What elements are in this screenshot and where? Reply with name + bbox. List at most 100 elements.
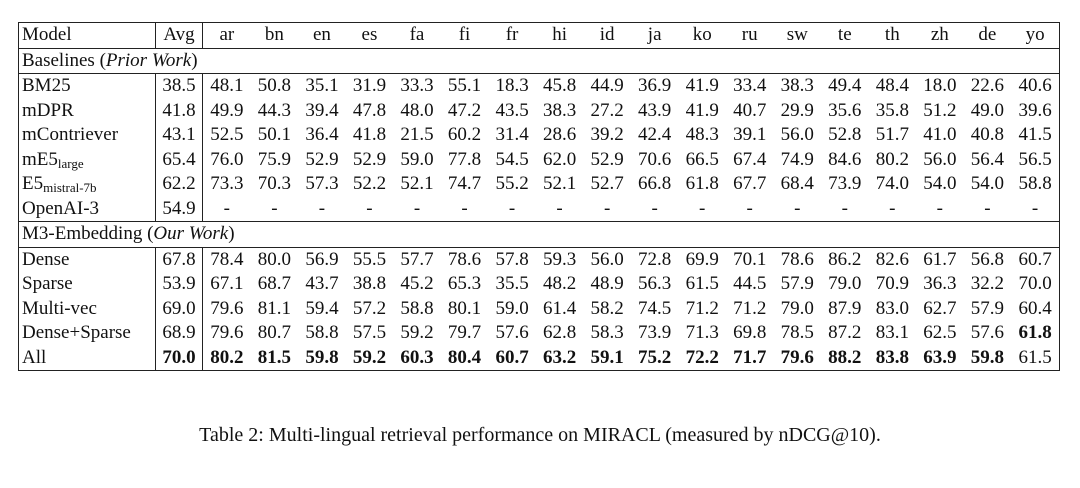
score: 58.8 bbox=[305, 322, 339, 344]
score-cell: 41.9 bbox=[678, 74, 726, 99]
score-cell: 63.9 bbox=[916, 346, 964, 371]
score: 41.8 bbox=[162, 99, 196, 121]
score-cell: 50.8 bbox=[251, 74, 299, 99]
score: 41.0 bbox=[923, 124, 957, 146]
score: 50.1 bbox=[257, 124, 292, 146]
score-cell: 74.5 bbox=[631, 297, 679, 322]
score-cell: 60.4 bbox=[1011, 297, 1059, 322]
model-cell: Sparse bbox=[18, 272, 156, 297]
header-cell: fa bbox=[393, 22, 441, 49]
score-cell: 56.8 bbox=[964, 247, 1012, 272]
score-cell: 45.2 bbox=[393, 272, 441, 297]
score-cell: 69.9 bbox=[678, 247, 726, 272]
score-cell: 58.2 bbox=[583, 297, 631, 322]
score-cell: 74.9 bbox=[773, 148, 821, 173]
score: 81.1 bbox=[257, 297, 292, 319]
score: 74.9 bbox=[780, 148, 814, 170]
score-cell: 80.2 bbox=[203, 346, 251, 371]
score-cell: 71.3 bbox=[678, 321, 726, 346]
score-cell: 47.8 bbox=[346, 99, 394, 124]
score: - bbox=[556, 197, 563, 219]
score-cell: 70.0 bbox=[1011, 272, 1059, 297]
header-cell: ja bbox=[630, 22, 679, 49]
score-cell: 80.0 bbox=[251, 247, 299, 272]
header-cell: ru bbox=[725, 22, 774, 49]
header-cell: fr bbox=[488, 22, 536, 49]
score-cell: 66.5 bbox=[678, 148, 726, 173]
score-cell: 35.6 bbox=[821, 99, 869, 124]
score-cell: 59.0 bbox=[393, 148, 441, 173]
score-cell: 87.2 bbox=[821, 321, 869, 346]
score: 58.2 bbox=[590, 297, 624, 319]
score: 68.4 bbox=[780, 173, 814, 195]
score-cell: 56.9 bbox=[298, 247, 346, 272]
section-row: M3-Embedding (Our Work) bbox=[18, 221, 1060, 248]
score-cell: 79.6 bbox=[203, 321, 251, 346]
score-cell: 49.9 bbox=[203, 99, 251, 124]
score-cell: 80.4 bbox=[441, 346, 489, 371]
score: 65.4 bbox=[162, 148, 196, 170]
score: 56.4 bbox=[970, 148, 1004, 170]
score: 33.4 bbox=[733, 75, 767, 97]
score: 60.4 bbox=[1018, 297, 1052, 319]
section-title: M3-Embedding (Our Work) bbox=[18, 221, 1060, 248]
section-title-part: Baselines ( bbox=[22, 49, 106, 71]
model-name: E5 bbox=[22, 173, 44, 195]
section-title-part: M3-Embedding ( bbox=[22, 223, 154, 245]
score: - bbox=[651, 197, 658, 219]
score: 59.4 bbox=[305, 297, 339, 319]
score: 87.2 bbox=[828, 322, 862, 344]
score-cell: 42.4 bbox=[631, 123, 679, 148]
score-cell: 22.6 bbox=[964, 74, 1012, 99]
score-cell: 44.3 bbox=[251, 99, 299, 124]
score-cell: 58.8 bbox=[298, 321, 346, 346]
data-row: Dense 67.8 78.4 80.0 56.9 55.5 57.7 78.6 57.8 59.… bbox=[18, 247, 1060, 272]
score-cell: 84.6 bbox=[821, 148, 869, 173]
score: 62.7 bbox=[923, 297, 957, 319]
score: - bbox=[318, 197, 326, 219]
score: 41.8 bbox=[352, 124, 387, 146]
score-cell: 80.1 bbox=[441, 297, 489, 322]
model-name: Dense+Sparse bbox=[22, 322, 131, 344]
score: 52.7 bbox=[590, 173, 624, 195]
score: 57.3 bbox=[305, 173, 339, 195]
score: 58.3 bbox=[590, 322, 624, 344]
score: 78.6 bbox=[780, 248, 814, 270]
best-score: 79.6 bbox=[780, 346, 814, 368]
score: - bbox=[223, 197, 230, 219]
score: 31.9 bbox=[352, 75, 387, 97]
score-cell: 45.8 bbox=[536, 74, 584, 99]
score: 56.0 bbox=[590, 248, 624, 270]
score-cell: 76.0 bbox=[203, 148, 251, 173]
score: 57.2 bbox=[352, 297, 387, 319]
score: 61.8 bbox=[685, 173, 719, 195]
score: 27.2 bbox=[590, 99, 624, 121]
score: - bbox=[936, 197, 943, 219]
best-score: 72.2 bbox=[685, 346, 719, 368]
score-cell: 31.4 bbox=[488, 123, 536, 148]
section-row: Baselines (Prior Work) bbox=[18, 48, 1060, 74]
score-cell: 49.4 bbox=[821, 74, 869, 99]
score: 40.8 bbox=[970, 124, 1004, 146]
header-cell: Model bbox=[18, 22, 156, 49]
score-cell: 68.7 bbox=[251, 272, 299, 297]
score: 71.3 bbox=[685, 322, 719, 344]
model-name: Dense bbox=[22, 248, 70, 270]
score: 48.1 bbox=[210, 75, 244, 97]
data-row: mDPR 41.8 49.9 44.3 39.4 47.8 48.0 47.2 43.5 38.3… bbox=[18, 98, 1060, 124]
score: 54.0 bbox=[923, 173, 957, 195]
best-score: 59.2 bbox=[352, 346, 387, 368]
header-cell: Avg bbox=[155, 22, 203, 49]
score-cell: - bbox=[964, 197, 1012, 222]
model-cell: E5mistral-7b bbox=[18, 172, 156, 197]
score: - bbox=[271, 197, 278, 219]
model-name: All bbox=[22, 346, 47, 368]
score: 70.0 bbox=[1018, 273, 1052, 295]
score: 75.9 bbox=[257, 148, 292, 170]
score-cell: 51.2 bbox=[916, 99, 964, 124]
score: 48.0 bbox=[400, 99, 434, 121]
score-cell: 79.0 bbox=[821, 272, 869, 297]
header-cell: te bbox=[821, 22, 869, 49]
model-name: BM25 bbox=[22, 75, 71, 97]
score: 73.3 bbox=[210, 173, 244, 195]
